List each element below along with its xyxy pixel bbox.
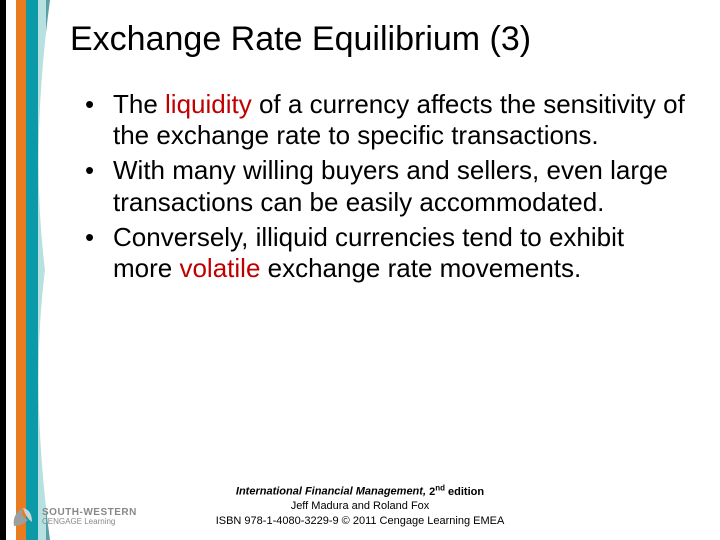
left-decor-stripes: [0, 0, 50, 540]
keyword: liquidity: [165, 89, 252, 119]
bullet-list: The liquidity of a currency affects the …: [70, 89, 690, 284]
bullet-text: The: [113, 89, 165, 119]
footer-edition: 2nd edition: [429, 486, 484, 498]
bullet-item: Conversely, illiquid currencies tend to …: [85, 222, 690, 284]
slide-title: Exchange Rate Equilibrium (3): [70, 20, 690, 59]
bullet-text: exchange rate movements.: [260, 253, 581, 283]
bullet-item: The liquidity of a currency affects the …: [85, 89, 690, 151]
keyword: volatile: [179, 253, 260, 283]
cengage-icon: [10, 504, 36, 530]
publisher-logo-text: SOUTH-WESTERN CENGAGE Learning: [42, 507, 137, 527]
bullet-text: With many willing buyers and sellers, ev…: [113, 155, 668, 216]
footer-book-title: International Financial Management,: [236, 486, 426, 498]
bullet-item: With many willing buyers and sellers, ev…: [85, 155, 690, 217]
publisher-logo: SOUTH-WESTERN CENGAGE Learning: [10, 504, 137, 530]
slide-content: Exchange Rate Equilibrium (3) The liquid…: [70, 20, 690, 288]
